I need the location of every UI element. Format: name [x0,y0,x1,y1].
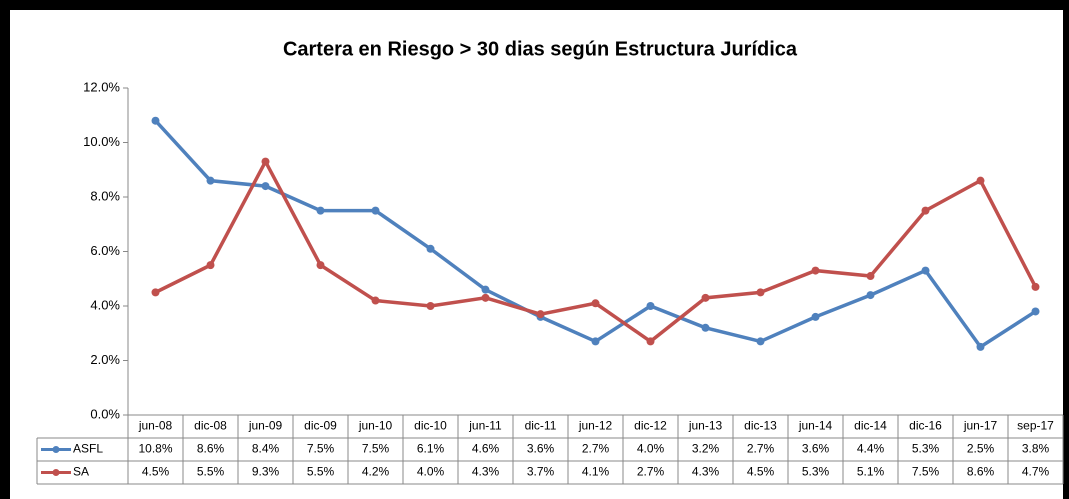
x-tick-label: jun-09 [248,419,283,433]
table-cell: 3.2% [692,442,720,456]
point [646,302,655,310]
point [426,244,435,253]
table-cell: 2.7% [637,465,665,479]
table-cell: 10.8% [138,442,172,456]
table-cell: 4.0% [637,442,665,456]
point [206,176,215,185]
x-tick-label: dic-08 [194,419,227,433]
x-tick-label: sep-17 [1017,419,1054,433]
legend-marker [52,469,60,476]
table-cell: 4.6% [472,442,500,456]
point [371,296,380,305]
table-cell: 3.6% [802,442,830,456]
point [316,261,325,270]
point [591,337,600,346]
y-tick-label: 0.0% [90,406,120,421]
table-cell: 7.5% [307,442,335,456]
point [921,206,930,215]
point [811,266,820,275]
table-cell: 4.3% [692,465,720,479]
point [316,206,325,215]
y-tick-label: 10.0% [83,134,120,149]
point [921,266,930,275]
x-tick-label: jun-13 [688,419,723,433]
table-cell: 4.5% [747,465,775,479]
x-tick-label: jun-08 [138,419,173,433]
point [261,182,270,191]
point [426,302,435,310]
table-cell: 5.3% [912,442,940,456]
legend-label: SA [73,465,89,479]
table-cell: 4.1% [582,465,610,479]
table-cell: 8.6% [197,442,225,456]
y-tick-label: 6.0% [90,243,120,258]
table-cell: 3.6% [527,442,555,456]
table-cell: 3.7% [527,465,555,479]
point [206,261,215,270]
point [151,288,160,297]
table-cell: 6.1% [417,442,445,456]
point [756,288,765,297]
table-cell: 2.7% [747,442,775,456]
x-tick-label: dic-16 [909,419,942,433]
point [371,206,380,215]
point [481,285,490,294]
legend-marker [52,446,60,453]
x-tick-label: dic-13 [744,419,777,433]
point [151,116,160,125]
table-cell: 8.6% [967,465,995,479]
point [536,310,545,319]
legend-label: ASFL [73,442,103,456]
table-cell: 4.0% [417,465,445,479]
x-tick-label: jun-17 [963,419,998,433]
point [591,299,600,308]
point [811,312,820,321]
table-cell: 2.7% [582,442,610,456]
point [976,342,985,351]
point [866,291,875,300]
point [866,272,875,281]
point [756,337,765,346]
table-cell: 7.5% [912,465,940,479]
chart-title: Cartera en Riesgo > 30 dias según Estruc… [283,38,798,60]
point [261,157,270,166]
y-tick-label: 4.0% [90,297,120,312]
x-tick-label: dic-12 [634,419,667,433]
x-tick-label: jun-14 [798,419,833,433]
point [646,337,655,346]
x-tick-label: jun-10 [358,419,393,433]
point [976,176,985,185]
point [481,293,490,302]
table-cell: 5.3% [802,465,830,479]
point [701,323,710,332]
table-cell: 7.5% [362,442,390,456]
table-cell: 2.5% [967,442,995,456]
table-cell: 8.4% [252,442,280,456]
x-tick-label: dic-09 [304,419,337,433]
x-tick-label: jun-11 [468,419,502,433]
point [701,293,710,302]
table-cell: 5.5% [307,465,335,479]
point [1031,307,1040,316]
y-tick-label: 8.0% [90,188,120,203]
y-tick-label: 12.0% [83,79,120,94]
table-cell: 5.5% [197,465,225,479]
table-cell: 4.5% [142,465,170,479]
point [1031,282,1040,291]
table-cell: 9.3% [252,465,280,479]
table-cell: 4.2% [362,465,390,479]
x-tick-label: jun-12 [578,419,613,433]
x-tick-label: dic-14 [854,419,887,433]
x-tick-label: dic-11 [525,419,557,433]
table-cell: 4.3% [472,465,500,479]
table-cell: 4.4% [857,442,885,456]
table-cell: 4.7% [1022,465,1050,479]
table-cell: 5.1% [857,465,885,479]
table-cell: 3.8% [1022,442,1050,456]
x-tick-label: dic-10 [414,419,447,433]
y-tick-label: 2.0% [90,352,120,367]
